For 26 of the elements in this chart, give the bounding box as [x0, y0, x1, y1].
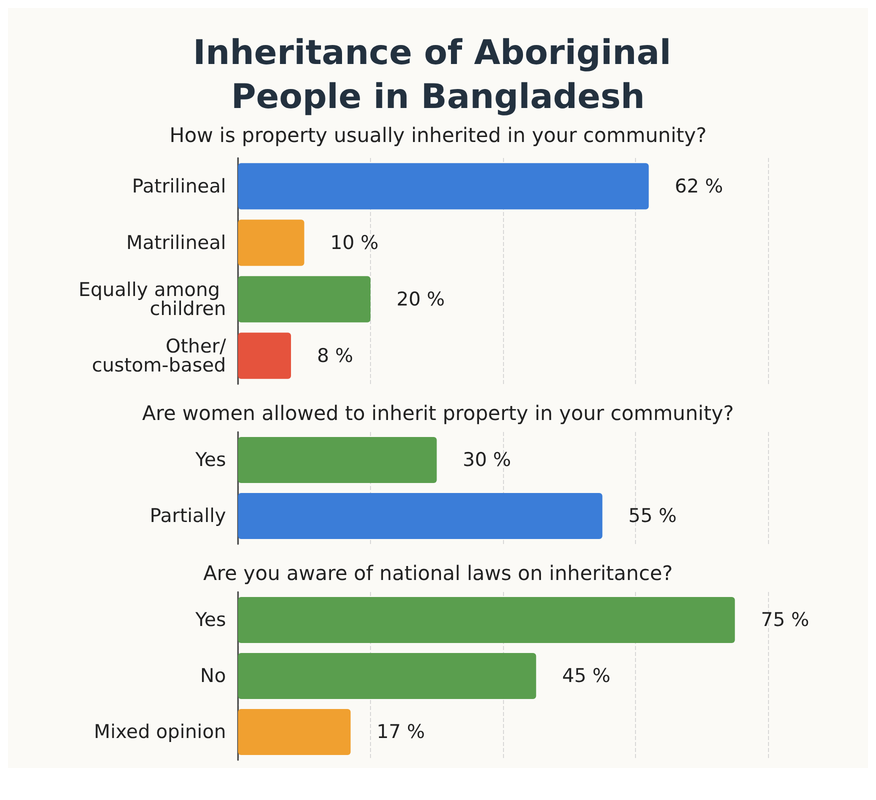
data-label: 17 %	[376, 721, 425, 743]
y-tick-label: Matrilineal	[126, 232, 226, 254]
data-label: 62 %	[674, 175, 724, 198]
data-label: 10 %	[330, 232, 379, 254]
y-tick-label: Yes	[194, 609, 226, 631]
chart-title: Inheritance of Aboriginal People in Bangladesh	[192, 33, 684, 117]
chart-title: Are women allowed to inherit property in your community?	[142, 401, 734, 425]
chart-subtitle: How is property usually inherited in your community?	[169, 123, 707, 147]
y-tick-label: No	[200, 665, 226, 687]
data-label: 75 %	[760, 609, 810, 631]
y-tick-label: Other/custom-based	[92, 335, 227, 376]
data-label: 20 %	[396, 288, 445, 310]
data-label: 30 %	[462, 449, 512, 471]
data-label: 45 %	[562, 665, 610, 687]
data-label: 55 %	[628, 505, 677, 527]
y-tick-label: Patrilineal	[132, 175, 226, 198]
bar	[238, 332, 291, 379]
y-tick-label: Yes	[194, 449, 226, 471]
data-label: 8 %	[317, 344, 354, 367]
bar	[238, 276, 370, 322]
y-tick-label: Partially	[150, 505, 226, 527]
y-tick-label: Equally among children	[78, 278, 226, 320]
chart-title: Are you aware of national laws on inheritance?	[203, 561, 673, 585]
y-tick-label: Mixed opinion	[94, 721, 226, 743]
bar	[238, 220, 304, 266]
bar	[238, 163, 649, 210]
